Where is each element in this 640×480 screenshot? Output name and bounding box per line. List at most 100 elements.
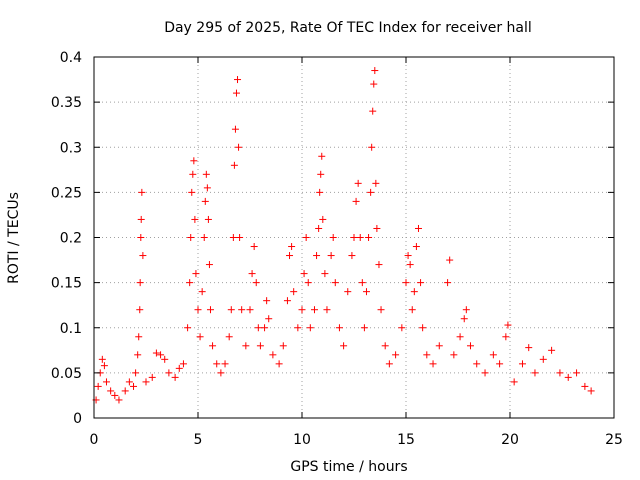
data-point — [294, 324, 302, 332]
data-point — [348, 252, 356, 260]
data-point — [235, 143, 243, 151]
data-point — [200, 234, 208, 241]
data-point — [142, 378, 150, 386]
x-tick-label: 5 — [194, 432, 203, 448]
data-point — [496, 360, 504, 368]
data-point — [406, 261, 414, 269]
data-point — [504, 321, 512, 329]
data-point — [370, 80, 378, 88]
data-point — [136, 279, 144, 287]
data-point — [371, 67, 379, 75]
data-point — [456, 333, 464, 341]
y-tick-label: 0.1 — [60, 321, 82, 337]
data-point — [152, 349, 160, 357]
data-point — [230, 161, 238, 169]
data-point — [130, 382, 138, 390]
data-point — [254, 324, 262, 332]
data-point — [525, 344, 533, 352]
y-tick-label: 0.35 — [51, 95, 82, 111]
data-point — [402, 279, 410, 287]
data-point — [372, 179, 380, 187]
data-point — [350, 234, 358, 241]
data-point — [587, 387, 595, 395]
data-point — [279, 342, 287, 350]
data-point — [132, 369, 140, 377]
data-point — [365, 234, 373, 241]
data-point — [136, 306, 144, 314]
data-point — [360, 324, 368, 332]
x-tick-label: 10 — [293, 432, 311, 448]
y-axis-label: ROTI / TECUs — [6, 192, 22, 284]
data-point — [352, 197, 360, 205]
data-point — [246, 306, 254, 314]
data-point — [221, 360, 229, 368]
data-point — [429, 360, 437, 368]
data-point — [321, 270, 329, 278]
y-tick-label: 0.05 — [51, 366, 82, 382]
data-point — [165, 369, 173, 377]
data-point — [203, 184, 211, 192]
data-point — [358, 279, 366, 287]
data-point — [316, 188, 324, 196]
data-point — [265, 315, 273, 323]
data-point — [100, 362, 108, 370]
data-point — [111, 391, 119, 399]
data-point — [446, 256, 454, 264]
data-point — [381, 342, 389, 350]
data-point — [157, 351, 165, 359]
data-point — [392, 351, 400, 359]
data-point — [377, 306, 385, 314]
data-point — [414, 224, 422, 232]
data-point — [161, 355, 169, 363]
data-point — [564, 373, 572, 381]
y-tick-label: 0.2 — [60, 231, 82, 247]
data-point — [196, 333, 204, 341]
data-point — [175, 364, 183, 372]
data-point — [135, 333, 143, 341]
data-point — [194, 306, 202, 314]
data-point — [107, 387, 115, 395]
data-point — [318, 152, 326, 160]
data-point — [290, 288, 298, 296]
data-point — [188, 188, 196, 196]
data-point — [125, 378, 133, 386]
data-point — [205, 261, 213, 269]
data-point — [234, 76, 242, 84]
data-point — [171, 373, 179, 381]
data-point — [252, 279, 260, 287]
data-point — [288, 243, 296, 251]
data-point — [444, 279, 452, 287]
data-point — [121, 387, 129, 395]
plot-frame — [93, 56, 615, 419]
data-point — [269, 351, 277, 359]
data-point — [369, 107, 377, 115]
data-point — [313, 252, 321, 260]
data-point — [231, 125, 239, 133]
data-point — [225, 333, 233, 341]
data-point — [417, 279, 425, 287]
data-point — [217, 369, 225, 377]
data-point — [302, 234, 310, 241]
data-point — [385, 360, 393, 368]
data-point — [460, 315, 468, 323]
data-point — [462, 306, 470, 314]
data-point — [481, 369, 489, 377]
data-point — [209, 342, 217, 350]
data-point — [256, 342, 264, 350]
data-point — [340, 342, 348, 350]
data-point — [191, 215, 199, 223]
data-point — [137, 234, 145, 241]
data-point — [510, 378, 518, 386]
y-tick-label: 0.25 — [51, 185, 82, 201]
data-point — [310, 306, 318, 314]
data-point — [315, 224, 323, 232]
data-points — [92, 67, 595, 404]
x-tick-label: 20 — [501, 432, 519, 448]
data-point — [375, 261, 383, 269]
data-point — [190, 157, 198, 165]
data-point — [115, 396, 123, 404]
data-point — [139, 252, 147, 260]
data-point — [138, 188, 146, 196]
data-point — [192, 270, 200, 278]
x-tick-label: 15 — [397, 432, 415, 448]
